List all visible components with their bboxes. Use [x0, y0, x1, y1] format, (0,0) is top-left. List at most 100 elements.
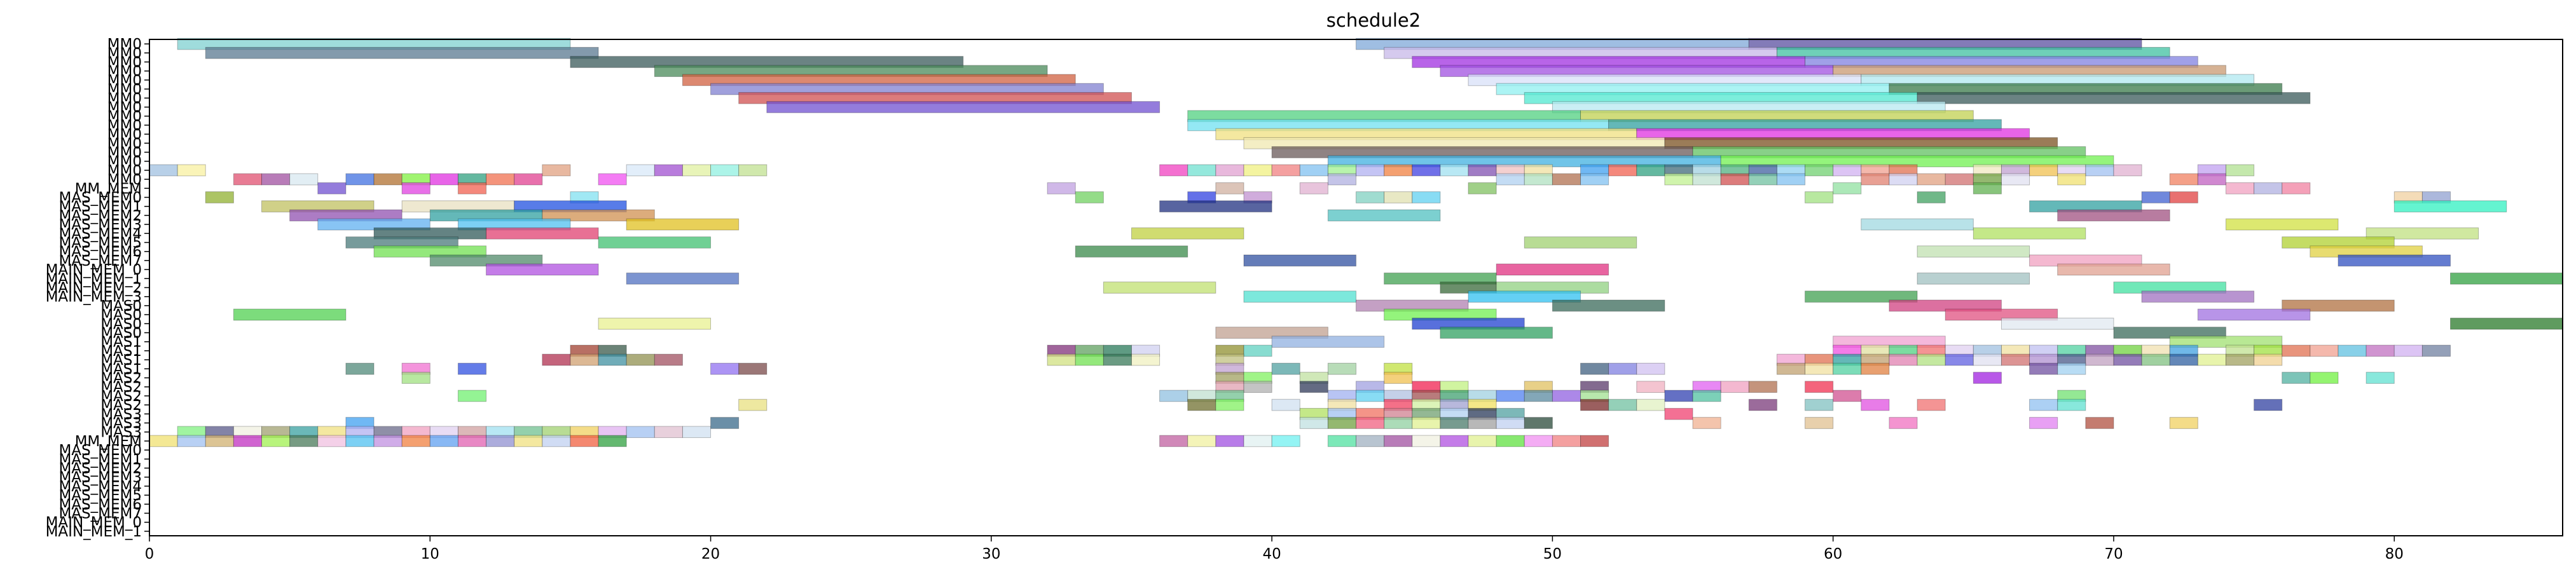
y-tick-label: MAS_MEM5 — [59, 235, 142, 252]
x-tick-label: 70 — [2104, 546, 2123, 562]
x-tick-label: 60 — [1824, 546, 1842, 562]
y-tick-label: MAS_MEM5 — [59, 487, 142, 504]
task-bar — [1243, 381, 1272, 393]
task-bar — [2254, 353, 2283, 366]
task-bar — [2282, 372, 2311, 384]
task-bar — [1412, 435, 1441, 447]
y-tick-label: MAS_MEM4 — [59, 479, 142, 495]
y-tick-label: MAS_MEM2 — [59, 461, 142, 477]
task-bar — [1805, 164, 1834, 177]
task-bar — [1608, 362, 1637, 375]
task-bar — [177, 435, 206, 447]
task-bar — [1159, 435, 1188, 447]
task-bar — [1159, 164, 1188, 177]
task-bar — [1243, 164, 1272, 177]
task-bar — [570, 353, 599, 366]
task-bar — [1805, 191, 1834, 203]
y-tick-label: MAS3 — [100, 406, 142, 423]
task-bar — [654, 426, 683, 439]
task-bar — [738, 362, 768, 375]
x-tick-label: 20 — [701, 546, 720, 562]
task-bar — [2310, 344, 2339, 357]
task-bar — [514, 173, 543, 186]
task-bar — [1580, 362, 1609, 375]
y-tick-label: MAS2 — [100, 388, 142, 405]
y-tick-label: MM0 — [107, 126, 142, 143]
task-bar — [1580, 398, 1609, 411]
task-bar — [1468, 290, 1581, 303]
task-bar — [205, 191, 234, 203]
task-bar — [1187, 164, 1216, 177]
task-bar — [1327, 435, 1356, 447]
task-bar — [1524, 417, 1553, 429]
task-bar — [2225, 218, 2339, 231]
y-tick-label: MM0 — [107, 172, 142, 188]
y-tick-label: MAS1 — [100, 334, 142, 351]
y-tick-label: MAS_MEM7 — [59, 506, 142, 522]
task-bar — [2225, 353, 2255, 366]
task-bar — [1524, 390, 1553, 402]
task-bar — [1720, 173, 1749, 186]
task-bar — [1805, 362, 1834, 375]
y-tick-label: MAS_MEM0 — [59, 442, 142, 459]
task-bar — [457, 182, 487, 194]
y-tick-label: MM0 — [107, 163, 142, 179]
plot-frame — [149, 39, 2563, 536]
task-bar — [1299, 381, 1328, 393]
y-tick-label: MAS1 — [100, 352, 142, 369]
y-tick-label: MM0 — [107, 135, 142, 152]
task-bar — [1833, 182, 1862, 194]
task-bar — [1243, 344, 1272, 357]
x-tick-label: 30 — [982, 546, 1000, 562]
y-tick-label: MAIN_MEM_1 — [46, 524, 142, 540]
task-bar — [1776, 362, 1806, 375]
task-bar — [1692, 417, 1721, 429]
task-bar — [1075, 353, 1104, 366]
y-tick-label: MM0 — [107, 109, 142, 125]
task-bar — [1187, 398, 1216, 411]
task-bar — [1384, 372, 1413, 384]
task-bar — [1103, 282, 1216, 294]
task-bar — [457, 390, 487, 402]
y-tick-label: MM0 — [107, 36, 142, 53]
task-bar — [1496, 263, 1609, 276]
task-bar — [233, 308, 347, 321]
task-bar — [1159, 390, 1188, 402]
task-bar — [1917, 398, 1946, 411]
task-bar — [2029, 398, 2058, 411]
task-bar — [1833, 390, 1862, 402]
task-bar — [2029, 417, 2058, 429]
task-bar — [2197, 173, 2226, 186]
task-bar — [2254, 182, 2283, 194]
task-bar — [598, 317, 712, 330]
y-tick-label: MM0 — [107, 118, 142, 134]
task-bar — [486, 227, 599, 240]
y-tick-label: MAS_MEM3 — [59, 217, 142, 233]
task-bar — [1805, 290, 1918, 303]
task-bar — [1776, 173, 1806, 186]
task-bar — [1215, 435, 1244, 447]
task-bar — [1327, 209, 1441, 222]
task-bar — [1861, 362, 1890, 375]
task-bar — [1243, 290, 1357, 303]
task-bar — [1552, 173, 1581, 186]
task-bar — [738, 398, 768, 411]
task-bar — [2169, 173, 2198, 186]
task-bar — [1384, 435, 1413, 447]
task-bar — [710, 417, 740, 429]
task-bar — [1636, 398, 1665, 411]
task-bar — [682, 164, 712, 177]
x-tick-label: 50 — [1543, 546, 1562, 562]
task-bar — [1440, 327, 1553, 339]
task-bar — [1973, 182, 2002, 194]
task-bar — [598, 173, 627, 186]
task-bar — [1440, 435, 1469, 447]
task-bar — [2029, 164, 2058, 177]
y-tick-label: MAS2 — [100, 379, 142, 396]
task-bar — [2085, 353, 2114, 366]
task-bar — [1973, 353, 2002, 366]
task-bar — [1271, 164, 1300, 177]
y-tick-label: MAIN_MEM_0 — [46, 262, 142, 278]
task-bar — [2085, 417, 2114, 429]
task-bar — [457, 435, 487, 447]
